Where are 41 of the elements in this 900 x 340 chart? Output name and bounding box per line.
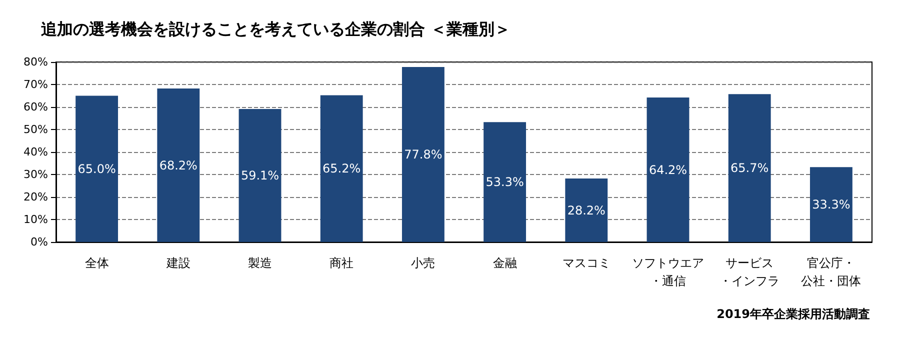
y-tick-label: 80% <box>24 56 48 68</box>
x-tick-label: 小売 <box>411 256 436 270</box>
y-tick-label: 40% <box>24 146 48 158</box>
bar <box>320 95 363 242</box>
y-tick-label: 0% <box>30 236 48 248</box>
data-label: 53.3% <box>486 175 524 190</box>
y-tick-label: 70% <box>24 78 48 91</box>
data-label: 65.7% <box>730 161 769 176</box>
text: 2019年卒企業採用活動調査 <box>716 307 870 321</box>
data-label: 28.2% <box>567 203 606 218</box>
chart-title: 追加の選考機会を設けることを考えている企業の割合 ＜業種別＞ <box>40 20 511 38</box>
bar <box>728 94 771 242</box>
bar <box>646 98 690 242</box>
x-tick-label: 建設 <box>165 256 190 270</box>
y-tick-label: 20% <box>24 190 48 204</box>
data-label: 65.2% <box>322 162 361 176</box>
x-tick-label: ソフトウエア・通信 <box>632 256 704 288</box>
y-tick-label: 50% <box>24 123 48 136</box>
bar <box>157 88 200 242</box>
bar <box>238 109 282 242</box>
x-tick-label: 金融 <box>492 256 517 270</box>
data-label: 77.8% <box>404 147 442 162</box>
data-label: 59.1% <box>240 168 280 183</box>
x-tick-label: サービス・インフラ <box>720 256 780 288</box>
y-tick-label: 60% <box>24 100 48 114</box>
bar <box>402 66 444 242</box>
x-tick-label: 全体 <box>84 256 109 270</box>
data-label: 68.2% <box>159 158 198 172</box>
x-tick-label: 製造 <box>248 256 272 270</box>
bar <box>810 167 852 242</box>
y-tick-label: 30% <box>24 168 48 181</box>
x-tick-label: 商社 <box>330 256 354 270</box>
data-label: 33.3% <box>812 198 850 212</box>
y-tick-label: 10% <box>24 213 48 226</box>
data-label: 64.2% <box>648 162 688 177</box>
data-label: 65.0% <box>78 162 116 176</box>
x-tick-label: マスコミ <box>562 256 610 270</box>
bar <box>565 178 608 242</box>
x-tick-label: 官公庁・公社・団体 <box>801 256 862 288</box>
bar <box>484 122 526 242</box>
bar <box>76 96 118 242</box>
